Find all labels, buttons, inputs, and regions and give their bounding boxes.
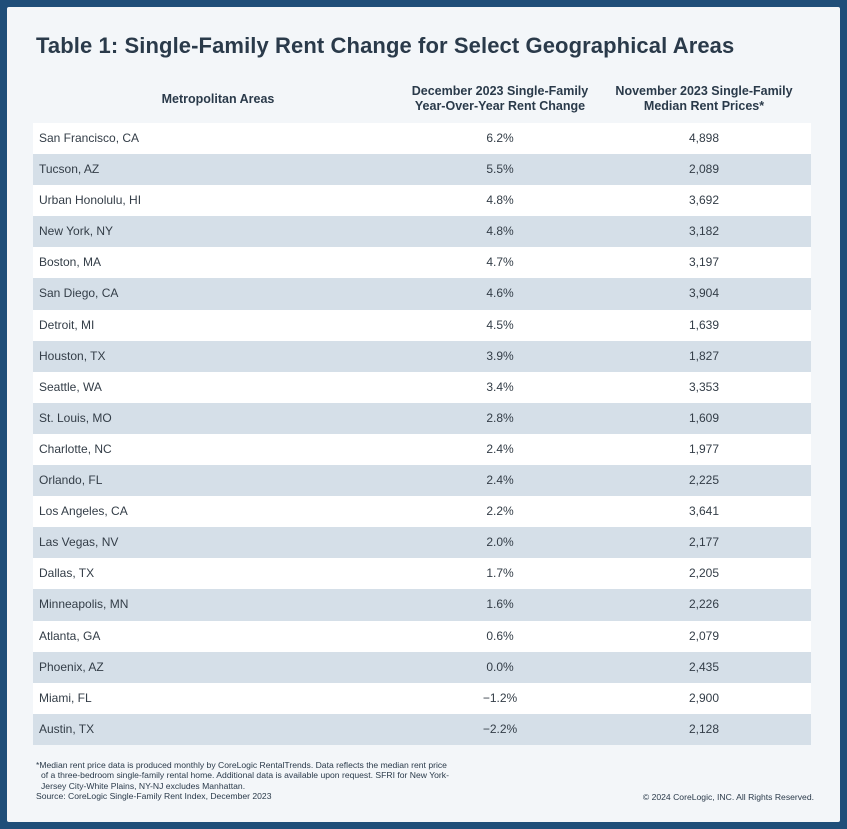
footnote-line: of a three-bedroom single-family rental … (41, 770, 449, 781)
cell-area: Tucson, AZ (39, 162, 100, 177)
cell-median-rent: 2,226 (688, 597, 720, 612)
cell-rent-change: 4.7% (486, 255, 514, 270)
cell-median-rent: 2,435 (688, 659, 720, 674)
cell-area: Dallas, TX (39, 566, 95, 581)
table-row: Seattle, WA 3.4% 3,353 (33, 371, 811, 403)
cell-median-rent: 3,353 (688, 379, 720, 394)
table-row: Urban Honolulu, HI 4.8% 3,692 (33, 185, 811, 217)
cell-area: San Diego, CA (39, 286, 119, 301)
cell-area: Miami, FL (39, 690, 92, 705)
cell-rent-change: 3.9% (486, 348, 514, 363)
cell-rent-change: 1.6% (486, 597, 514, 612)
cell-area: Phoenix, AZ (39, 659, 104, 674)
footnote-line: Jersey City-White Plains, NY-NJ excludes… (41, 780, 246, 791)
table-row: Tucson, AZ 5.5% 2,089 (33, 154, 811, 186)
copyright: © 2024 CoreLogic, INC. All Rights Reserv… (642, 792, 814, 802)
cell-median-rent: 2,079 (688, 628, 720, 643)
table-body: San Francisco, CA 6.2% 4,898 Tucson, AZ 5.5%… (33, 123, 811, 745)
table-row: San Francisco, CA 6.2% 4,898 (33, 123, 811, 155)
cell-area: Los Angeles, CA (39, 504, 128, 519)
cell-median-rent: 4,898 (688, 131, 720, 145)
cell-area: Houston, TX (39, 348, 106, 363)
cell-rent-change: 4.6% (486, 286, 514, 301)
cell-median-rent: 1,609 (688, 410, 720, 425)
column-header-median-rent: November 2023 Single-Family Median Rent … (615, 84, 793, 113)
cell-median-rent: 3,904 (688, 286, 720, 301)
cell-area: Seattle, WA (39, 379, 102, 394)
cell-rent-change: 4.8% (486, 224, 514, 239)
cell-rent-change: 0.6% (486, 628, 514, 643)
table-row: Los Angeles, CA 2.2% 3,641 (33, 496, 811, 528)
table-row: Phoenix, AZ 0.0% 2,435 (33, 651, 811, 683)
table-header: Metropolitan Areas December 2023 Single-… (33, 77, 811, 121)
cell-area: St. Louis, MO (39, 410, 112, 425)
cell-median-rent: 2,089 (688, 162, 720, 177)
cell-rent-change: 6.2% (486, 131, 514, 145)
table-row: St. Louis, MO 2.8% 1,609 (33, 402, 811, 434)
cell-median-rent: 1,977 (688, 441, 720, 456)
cell-median-rent: 1,639 (688, 317, 720, 332)
cell-area: Urban Honolulu, HI (39, 193, 142, 208)
cell-area: Charlotte, NC (39, 441, 112, 456)
table-card: Table 1: Single-Family Rent Change for S… (7, 7, 840, 822)
cell-rent-change: 5.5% (486, 162, 514, 177)
footnote: *Median rent price data is produced mont… (36, 760, 536, 801)
cell-rent-change: 4.5% (486, 317, 514, 332)
column-header-rent-change: December 2023 Single-Family Year-Over-Ye… (411, 84, 589, 113)
cell-median-rent: 1,827 (688, 348, 720, 363)
table-row: Atlanta, GA 0.6% 2,079 (33, 620, 811, 652)
cell-rent-change: 1.7% (486, 566, 514, 581)
table-row: Boston, MA 4.7% 3,197 (33, 247, 811, 279)
cell-median-rent: 2,900 (688, 690, 720, 705)
source-line: Source: CoreLogic Single-Family Rent Ind… (36, 790, 272, 801)
cell-rent-change: 4.8% (486, 193, 514, 208)
cell-median-rent: 2,177 (688, 535, 720, 550)
cell-median-rent: 2,225 (688, 473, 720, 488)
cell-rent-change: 2.4% (486, 441, 514, 456)
cell-area: Las Vegas, NV (39, 535, 119, 550)
page-title: Table 1: Single-Family Rent Change for S… (36, 33, 735, 58)
table-row: Orlando, FL 2.4% 2,225 (33, 465, 811, 497)
cell-area: Minneapolis, MN (39, 597, 129, 612)
cell-area: Austin, TX (39, 721, 95, 736)
cell-area: Atlanta, GA (39, 628, 101, 643)
table-row: Detroit, MI 4.5% 1,639 (33, 309, 811, 341)
table-row: Minneapolis, MN 1.6% 2,226 (33, 589, 811, 621)
cell-rent-change: 2.2% (486, 504, 514, 519)
cell-rent-change: 2.8% (486, 410, 514, 425)
cell-area: San Francisco, CA (39, 131, 140, 145)
cell-rent-change: 2.4% (486, 473, 514, 488)
table-row: Charlotte, NC 2.4% 1,977 (33, 433, 811, 466)
cell-area: Detroit, MI (39, 317, 95, 332)
cell-rent-change: −1.2% (482, 690, 518, 705)
cell-median-rent: 3,182 (688, 224, 720, 239)
table-row: San Diego, CA 4.6% 3,904 (33, 278, 811, 310)
cell-median-rent: 3,692 (688, 193, 720, 208)
cell-area: Boston, MA (39, 255, 102, 270)
cell-rent-change: 2.0% (486, 535, 514, 550)
cell-median-rent: 3,641 (688, 504, 720, 519)
table-row: Austin, TX −2.2% 2,128 (33, 713, 811, 745)
cell-rent-change: −2.2% (482, 721, 518, 736)
footnote-line: *Median rent price data is produced mont… (36, 760, 447, 770)
cell-median-rent: 2,205 (688, 566, 720, 581)
cell-area: Orlando, FL (39, 473, 103, 488)
table-row: Las Vegas, NV 2.0% 2,177 (33, 527, 811, 559)
cell-rent-change: 0.0% (486, 659, 514, 674)
cell-rent-change: 3.4% (486, 379, 514, 394)
column-header-metro: Metropolitan Areas (161, 91, 275, 106)
cell-median-rent: 2,128 (688, 721, 720, 736)
table-row: New York, NY 4.8% 3,182 (33, 216, 811, 248)
table-row: Dallas, TX 1.7% 2,205 (33, 558, 811, 590)
cell-median-rent: 3,197 (688, 255, 720, 270)
table-row: Miami, FL −1.2% 2,900 (33, 682, 811, 714)
table-row: Houston, TX 3.9% 1,827 (33, 340, 811, 372)
cell-area: New York, NY (39, 224, 114, 239)
